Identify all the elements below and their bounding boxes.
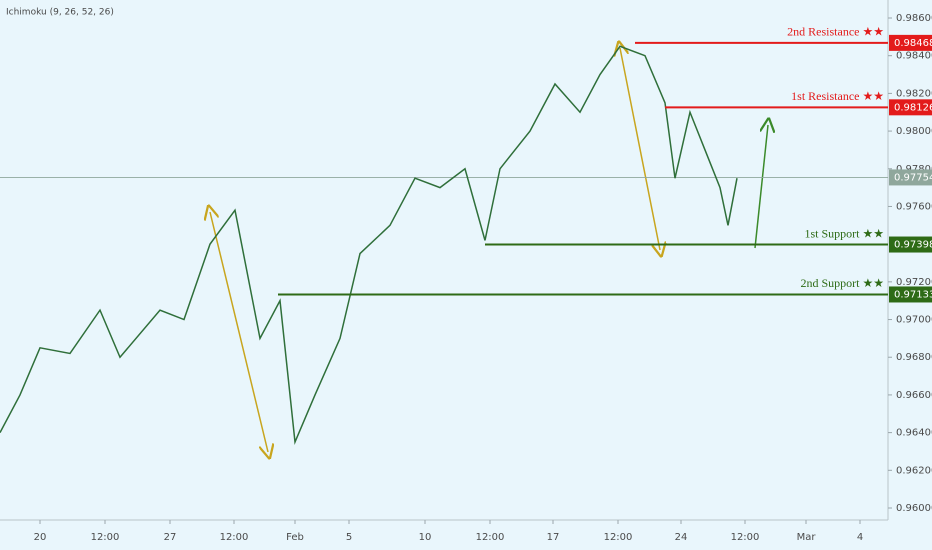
level-box xyxy=(889,286,932,303)
x-tick-label: 12:00 xyxy=(604,532,633,543)
level-label: 0.97133 xyxy=(894,289,932,300)
level-name: 1st Support ★★ xyxy=(804,226,884,240)
level-box xyxy=(889,236,932,253)
x-tick-label: 10 xyxy=(419,532,432,543)
arrow xyxy=(754,125,768,249)
level-label: 0.98126 xyxy=(894,102,932,113)
price-line xyxy=(0,45,738,445)
x-tick-label: 12:00 xyxy=(220,532,249,543)
x-tick-label: Mar xyxy=(797,532,817,543)
level-label: 0.97398 xyxy=(894,240,932,251)
last-price-box xyxy=(889,169,932,186)
x-tick-label: 27 xyxy=(164,532,177,543)
x-tick-label: 17 xyxy=(547,532,560,543)
x-tick-label: 20 xyxy=(34,532,47,543)
x-tick-label: 12:00 xyxy=(476,532,505,543)
level-name: 2nd Support ★★ xyxy=(800,276,884,290)
x-tick-label: 24 xyxy=(675,532,688,543)
level-name: 1st Resistance ★★ xyxy=(791,89,884,103)
last-price-label: 0.97754 xyxy=(894,172,932,183)
x-tick-label: 4 xyxy=(857,532,863,543)
level-box xyxy=(889,34,932,51)
x-tick-label: 5 xyxy=(346,532,352,543)
level-label: 0.98468 xyxy=(894,38,932,49)
level-name: 2nd Resistance ★★ xyxy=(787,25,884,39)
x-tick-label: 12:00 xyxy=(731,532,760,543)
x-tick-label: Feb xyxy=(286,532,304,543)
arrow xyxy=(210,212,268,452)
y-tick-label: 0.96000 xyxy=(896,503,932,514)
arrow xyxy=(620,48,660,250)
indicator-title: Ichimoku (9, 26, 52, 26) xyxy=(6,8,114,18)
x-tick-label: 12:00 xyxy=(91,532,120,543)
level-box xyxy=(889,99,932,116)
